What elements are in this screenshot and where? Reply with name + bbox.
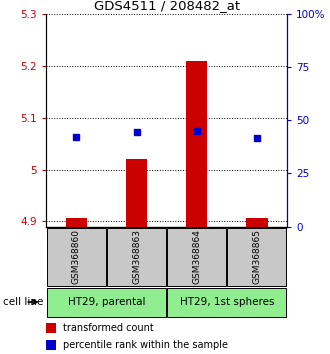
Text: GSM368864: GSM368864	[192, 229, 201, 284]
Bar	[247, 218, 268, 227]
Bar	[107, 228, 166, 286]
Text: GSM368865: GSM368865	[252, 229, 261, 284]
Bar	[66, 218, 87, 227]
Text: cell line: cell line	[3, 297, 44, 307]
Text: HT29, parental: HT29, parental	[68, 297, 145, 307]
Bar	[227, 228, 286, 286]
Bar	[167, 288, 286, 317]
Bar	[46, 340, 56, 350]
Text: transformed count: transformed count	[63, 323, 154, 333]
Text: GSM368860: GSM368860	[72, 229, 81, 284]
Bar	[46, 323, 56, 333]
Text: percentile rank within the sample: percentile rank within the sample	[63, 340, 228, 350]
Text: HT29, 1st spheres: HT29, 1st spheres	[180, 297, 274, 307]
Bar	[126, 159, 147, 227]
Bar	[47, 228, 106, 286]
Bar	[167, 228, 226, 286]
Text: GSM368863: GSM368863	[132, 229, 141, 284]
Bar	[47, 288, 166, 317]
Title: GDS4511 / 208482_at: GDS4511 / 208482_at	[94, 0, 240, 12]
Bar	[186, 61, 207, 227]
